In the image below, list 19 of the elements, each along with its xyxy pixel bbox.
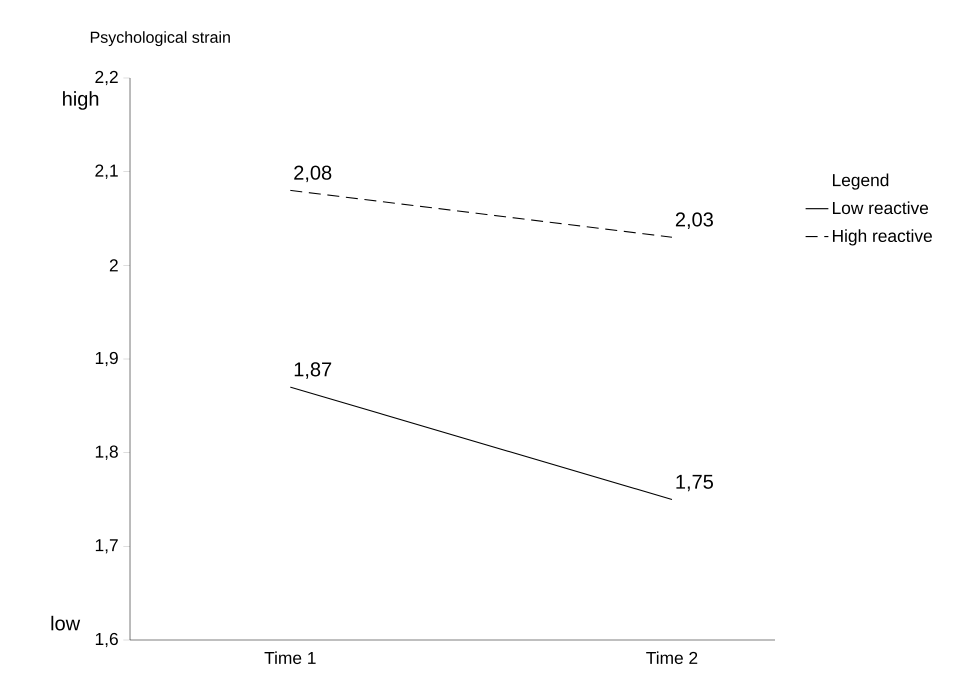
x-tick-label: Time 2 xyxy=(646,651,698,664)
y-tick-label: 1,6 xyxy=(96,632,118,648)
x-tick-label: Time 1 xyxy=(264,651,316,664)
y-tick-label: 2,2 xyxy=(95,70,118,86)
y-axis-title: Psychological strain xyxy=(90,31,230,46)
y-tick-label: 1,9 xyxy=(96,352,118,366)
y-tick-label: 2 xyxy=(110,259,118,272)
data-label: 2,03 xyxy=(676,212,713,229)
data-label: 1,75 xyxy=(676,474,713,492)
legend-label: Low reactive xyxy=(832,201,928,214)
data-label: 2,08 xyxy=(294,166,332,182)
data-label: 1,87 xyxy=(294,362,332,379)
y-tick-label: 1,7 xyxy=(96,539,118,554)
y-tick-label: 1,8 xyxy=(96,446,118,460)
y-tick-label: 2,1 xyxy=(95,164,118,179)
legend-title: Legend xyxy=(832,174,888,190)
text: low xyxy=(51,616,80,630)
text: high xyxy=(63,91,98,110)
legend-label: High reactive xyxy=(832,229,932,246)
